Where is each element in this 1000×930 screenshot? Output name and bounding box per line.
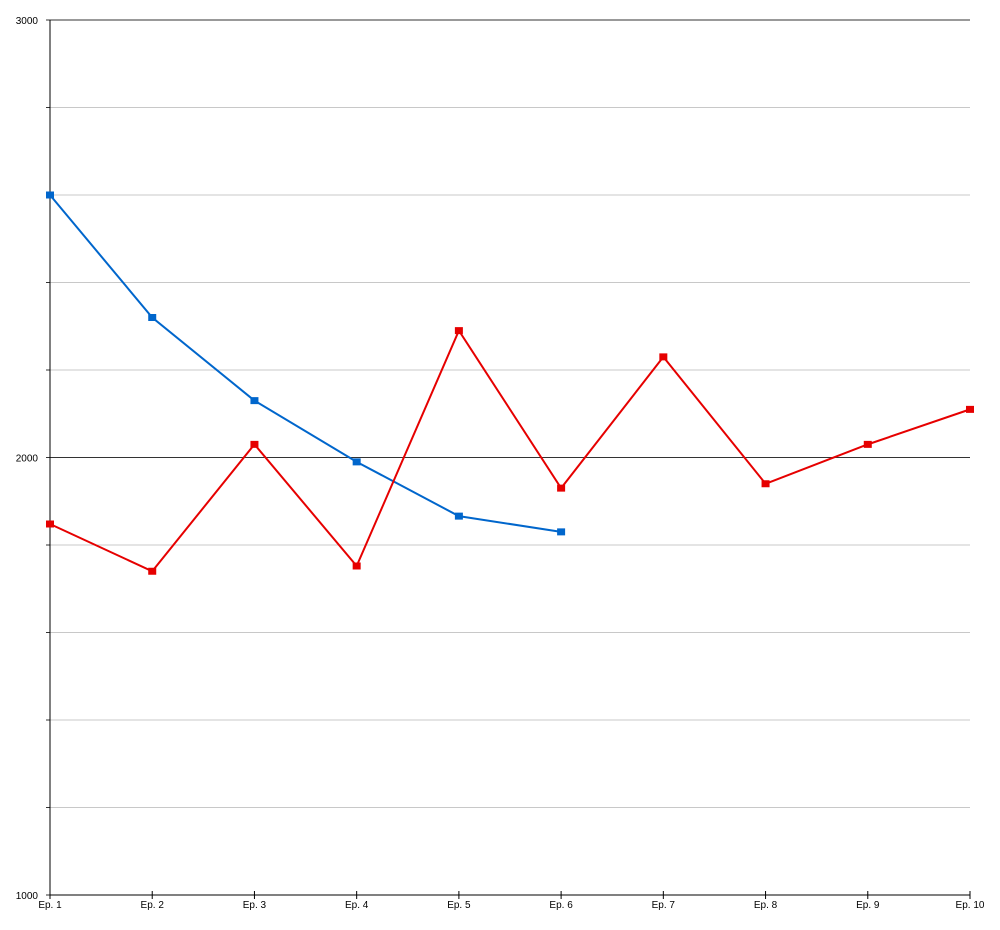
series-2-point: [46, 520, 54, 528]
series-2-point: [761, 480, 770, 488]
x-tick-label: Ep. 9: [856, 900, 880, 911]
series-1-point: [352, 458, 361, 466]
series-2-point: [352, 562, 361, 570]
series-2-point: [148, 567, 157, 575]
series-1-point: [148, 314, 157, 321]
y-tick-label: 3000: [16, 16, 39, 27]
series-1-line: [49, 194, 562, 533]
series-2-point: [250, 440, 259, 448]
series-1-point: [557, 528, 566, 536]
x-tick-label: Ep. 3: [243, 900, 267, 911]
series-1-point: [454, 512, 463, 520]
series-1-point: [46, 191, 54, 199]
x-tick-label: Ep. 4: [345, 900, 369, 911]
series-2-line: [49, 328, 971, 573]
series-2-point: [863, 440, 872, 448]
x-tick-label: Ep. 6: [549, 900, 573, 911]
x-tick-label: Ep. 2: [141, 900, 165, 911]
series-2-point: [966, 405, 974, 413]
y-tick-label: 1000: [16, 891, 39, 902]
x-tick-label: Ep. 10: [956, 900, 985, 911]
series-1-point: [250, 397, 259, 405]
series-2-point: [454, 327, 463, 335]
x-tick-label: Ep. 1: [38, 900, 62, 911]
x-tick-label: Ep. 5: [447, 900, 471, 911]
y-tick-label: 2000: [16, 454, 39, 465]
x-tick-label: Ep. 7: [652, 900, 676, 911]
series-2-point: [659, 353, 668, 361]
series-2-point: [557, 484, 566, 492]
x-tick-label: Ep. 8: [754, 900, 778, 911]
